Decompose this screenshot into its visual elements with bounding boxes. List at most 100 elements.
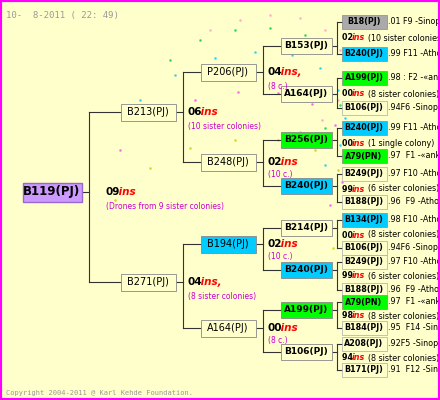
Text: B134(PJ): B134(PJ) (345, 216, 383, 224)
Text: B256(PJ): B256(PJ) (284, 136, 328, 144)
Text: B271(PJ): B271(PJ) (127, 277, 169, 287)
FancyBboxPatch shape (201, 154, 256, 170)
Text: 02: 02 (268, 157, 282, 167)
Text: 02: 02 (268, 239, 282, 249)
FancyBboxPatch shape (281, 38, 331, 54)
Text: ins: ins (352, 34, 366, 42)
FancyBboxPatch shape (341, 195, 386, 209)
Text: Copyright 2004-2011 @ Karl Kehde Foundation.: Copyright 2004-2011 @ Karl Kehde Foundat… (6, 390, 193, 396)
FancyBboxPatch shape (341, 121, 386, 135)
Text: B240(PJ): B240(PJ) (345, 50, 384, 58)
Text: B106(PJ): B106(PJ) (345, 244, 383, 252)
Text: (1 single colony): (1 single colony) (363, 138, 435, 148)
Text: (8 c.): (8 c.) (268, 336, 288, 346)
Text: (8 sister colonies): (8 sister colonies) (188, 292, 256, 300)
Text: .01 F9 -SinopEgg86R: .01 F9 -SinopEgg86R (388, 18, 440, 26)
Text: A199(PJ): A199(PJ) (345, 74, 384, 82)
Text: B240(PJ): B240(PJ) (284, 182, 328, 190)
Text: P206(PJ): P206(PJ) (208, 67, 249, 77)
FancyBboxPatch shape (341, 321, 386, 335)
FancyBboxPatch shape (281, 344, 331, 360)
Text: ins,: ins, (277, 67, 302, 77)
Text: ins: ins (277, 239, 297, 249)
FancyBboxPatch shape (341, 149, 386, 163)
Text: A79(PN): A79(PN) (345, 298, 383, 306)
Text: (8 sister colonies): (8 sister colonies) (363, 90, 440, 98)
Text: .99 F11 -AthosSt80R: .99 F11 -AthosSt80R (388, 50, 440, 58)
Text: .97  F1 -«ankiri97R: .97 F1 -«ankiri97R (388, 152, 440, 160)
Text: (10 c.): (10 c.) (268, 170, 293, 180)
Text: (8 sister colonies): (8 sister colonies) (363, 312, 440, 320)
Text: ins: ins (352, 230, 366, 240)
Text: B106(PJ): B106(PJ) (284, 348, 328, 356)
Text: (Drones from 9 sister colonies): (Drones from 9 sister colonies) (106, 202, 224, 212)
Text: B18(PJ): B18(PJ) (347, 18, 381, 26)
Text: A208(PJ): A208(PJ) (345, 340, 384, 348)
FancyBboxPatch shape (281, 262, 331, 278)
Text: (10 sister colonies): (10 sister colonies) (363, 34, 440, 42)
Text: .94F6 -SinopEgg86R: .94F6 -SinopEgg86R (388, 244, 440, 252)
Text: 04: 04 (268, 67, 282, 77)
Text: (8 c.): (8 c.) (268, 82, 288, 90)
FancyBboxPatch shape (201, 236, 256, 252)
Text: A79(PN): A79(PN) (345, 152, 383, 160)
Text: .97 F10 -AthosSt80R: .97 F10 -AthosSt80R (388, 258, 440, 266)
FancyBboxPatch shape (341, 47, 386, 61)
Text: (6 sister colonies): (6 sister colonies) (363, 184, 440, 194)
Text: ins: ins (352, 312, 366, 320)
FancyBboxPatch shape (341, 283, 386, 297)
Text: A199(PJ): A199(PJ) (284, 306, 328, 314)
Text: .92F5 -SinopEgg86R: .92F5 -SinopEgg86R (388, 340, 440, 348)
FancyBboxPatch shape (22, 182, 81, 202)
Text: .96  F9 -AthosSt80R: .96 F9 -AthosSt80R (388, 286, 440, 294)
FancyBboxPatch shape (281, 220, 331, 236)
Text: (10 c.): (10 c.) (268, 252, 293, 262)
FancyBboxPatch shape (341, 337, 386, 351)
Text: 99: 99 (342, 184, 356, 194)
FancyBboxPatch shape (341, 363, 386, 377)
FancyBboxPatch shape (341, 295, 386, 309)
Text: (8 sister colonies): (8 sister colonies) (363, 230, 440, 240)
FancyBboxPatch shape (121, 274, 176, 290)
Text: 06: 06 (188, 107, 202, 117)
Text: B188(PJ): B188(PJ) (345, 286, 384, 294)
FancyBboxPatch shape (281, 132, 331, 148)
Text: 00: 00 (268, 323, 282, 333)
FancyBboxPatch shape (281, 86, 331, 102)
Text: ins: ins (352, 354, 366, 362)
Text: ins: ins (352, 184, 366, 194)
Text: .95  F14 -Sinop62R: .95 F14 -Sinop62R (388, 324, 440, 332)
Text: .97 F10 -AthosSt80R: .97 F10 -AthosSt80R (388, 170, 440, 178)
Text: 00: 00 (342, 138, 356, 148)
Text: .99 F11 -AthosSt80R: .99 F11 -AthosSt80R (388, 124, 440, 132)
Text: ins: ins (277, 323, 297, 333)
Text: (8 sister colonies): (8 sister colonies) (363, 354, 440, 362)
Text: .97  F1 -«ankiri97R: .97 F1 -«ankiri97R (388, 298, 440, 306)
Text: (6 sister colonies): (6 sister colonies) (363, 272, 440, 280)
Text: .98 : F2 -«ankiri97R: .98 : F2 -«ankiri97R (388, 74, 440, 82)
Text: .96  F9 -AthosSt80R: .96 F9 -AthosSt80R (388, 198, 440, 206)
Text: B153(PJ): B153(PJ) (284, 42, 328, 50)
Text: 04: 04 (188, 277, 203, 287)
FancyBboxPatch shape (341, 71, 386, 85)
Text: ins: ins (352, 272, 366, 280)
Text: 99: 99 (342, 272, 356, 280)
Text: ins,: ins, (197, 277, 222, 287)
Text: 94: 94 (342, 354, 356, 362)
Text: B171(PJ): B171(PJ) (345, 366, 383, 374)
Text: B249(PJ): B249(PJ) (345, 258, 384, 266)
Text: A164(PJ): A164(PJ) (284, 90, 328, 98)
Text: 98: 98 (342, 312, 356, 320)
Text: 09: 09 (106, 187, 121, 197)
Text: ins: ins (197, 107, 218, 117)
Text: B184(PJ): B184(PJ) (345, 324, 384, 332)
FancyBboxPatch shape (341, 255, 386, 269)
Text: ins: ins (352, 90, 366, 98)
Text: B240(PJ): B240(PJ) (284, 266, 328, 274)
Text: B248(PJ): B248(PJ) (207, 157, 249, 167)
Text: B188(PJ): B188(PJ) (345, 198, 384, 206)
FancyBboxPatch shape (281, 302, 331, 318)
Text: B240(PJ): B240(PJ) (345, 124, 384, 132)
FancyBboxPatch shape (281, 178, 331, 194)
Text: B249(PJ): B249(PJ) (345, 170, 384, 178)
